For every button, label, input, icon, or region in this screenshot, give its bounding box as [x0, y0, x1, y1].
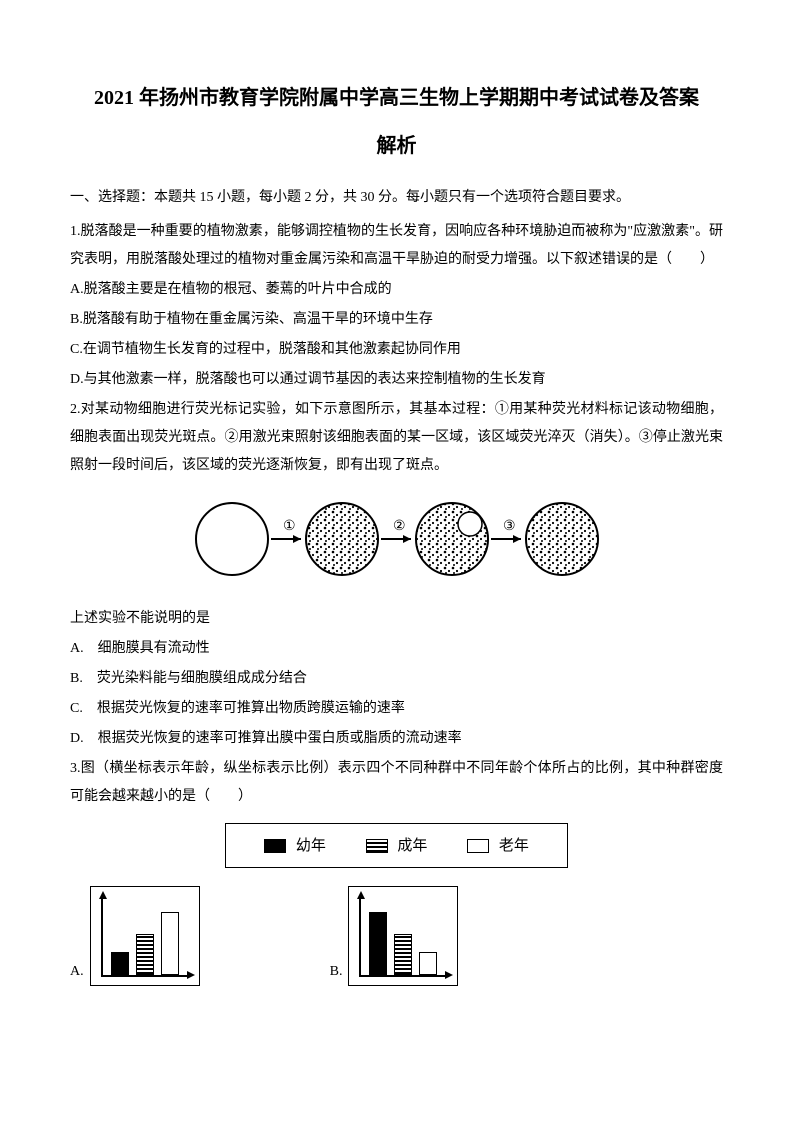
q1-option-d: D.与其他激素一样，脱落酸也可以通过调节基因的表达来控制植物的生长发育: [70, 366, 723, 394]
q3-chart-a: [90, 886, 200, 986]
q2-after-diagram: 上述实验不能说明的是: [70, 605, 723, 633]
legend-item-young: 幼年: [264, 831, 326, 861]
swatch-solid-icon: [264, 839, 286, 853]
swatch-hatched-icon: [366, 839, 388, 853]
legend-item-adult: 成年: [366, 831, 428, 861]
q2-diagram: ① ② ③: [70, 494, 723, 595]
page-subtitle: 解析: [70, 126, 723, 166]
q1-option-b: B.脱落酸有助于植物在重金属污染、高温干旱的环境中生存: [70, 306, 723, 334]
q1-option-a: A.脱落酸主要是在植物的根冠、萎蔫的叶片中合成的: [70, 276, 723, 304]
q2-option-c: C. 根据荧光恢复的速率可推算出物质跨膜运输的速率: [70, 695, 723, 723]
q3-chart-b-label: B.: [330, 958, 343, 986]
cell-sequence-svg: ① ② ③: [187, 494, 607, 584]
section-header: 一、选择题：本题共 15 小题，每小题 2 分，共 30 分。每小题只有一个选项…: [70, 184, 723, 212]
q1-stem: 1.脱落酸是一种重要的植物激素，能够调控植物的生长发育，因响应各种环境胁迫而被称…: [70, 218, 723, 274]
q2-stem: 2.对某动物细胞进行荧光标记实验，如下示意图所示，其基本过程：①用某种荧光材料标…: [70, 396, 723, 480]
q3-chart-b-block: B.: [330, 886, 459, 986]
bar-solid: [111, 952, 129, 974]
svg-text:①: ①: [283, 519, 296, 534]
x-axis-arrow-icon: [187, 971, 195, 979]
q2-option-d: D. 根据荧光恢复的速率可推算出膜中蛋白质或脂质的流动速率: [70, 725, 723, 753]
bar-empty: [419, 952, 437, 974]
x-axis-arrow-icon: [445, 971, 453, 979]
bar-solid: [369, 912, 387, 975]
q3-chart-b: [348, 886, 458, 986]
svg-text:③: ③: [503, 519, 516, 534]
page-title: 2021 年扬州市教育学院附属中学高三生物上学期期中考试试卷及答案: [70, 80, 723, 116]
bar-empty: [161, 912, 179, 975]
q2-option-a: A. 细胞膜具有流动性: [70, 635, 723, 663]
legend-label-young: 幼年: [296, 838, 326, 854]
bar-hatched: [394, 934, 412, 975]
q3-charts-row: A. B.: [70, 886, 723, 986]
q3-legend: 幼年 成年 老年: [225, 823, 568, 868]
legend-label-adult: 成年: [397, 838, 427, 854]
legend-item-old: 老年: [467, 831, 529, 861]
svg-text:②: ②: [393, 519, 406, 534]
legend-label-old: 老年: [499, 838, 529, 854]
bar-hatched: [136, 934, 154, 975]
q3-chart-a-label: A.: [70, 958, 84, 986]
q1-option-c: C.在调节植物生长发育的过程中，脱落酸和其他激素起协同作用: [70, 336, 723, 364]
q3-stem: 3.图（横坐标表示年龄，纵坐标表示比例）表示四个不同种群中不同年龄个体所占的比例…: [70, 755, 723, 811]
q3-chart-a-block: A.: [70, 886, 200, 986]
y-axis-arrow-icon: [357, 891, 365, 899]
swatch-empty-icon: [467, 839, 489, 853]
q2-option-b: B. 荧光染料能与细胞膜组成成分结合: [70, 665, 723, 693]
y-axis-arrow-icon: [99, 891, 107, 899]
